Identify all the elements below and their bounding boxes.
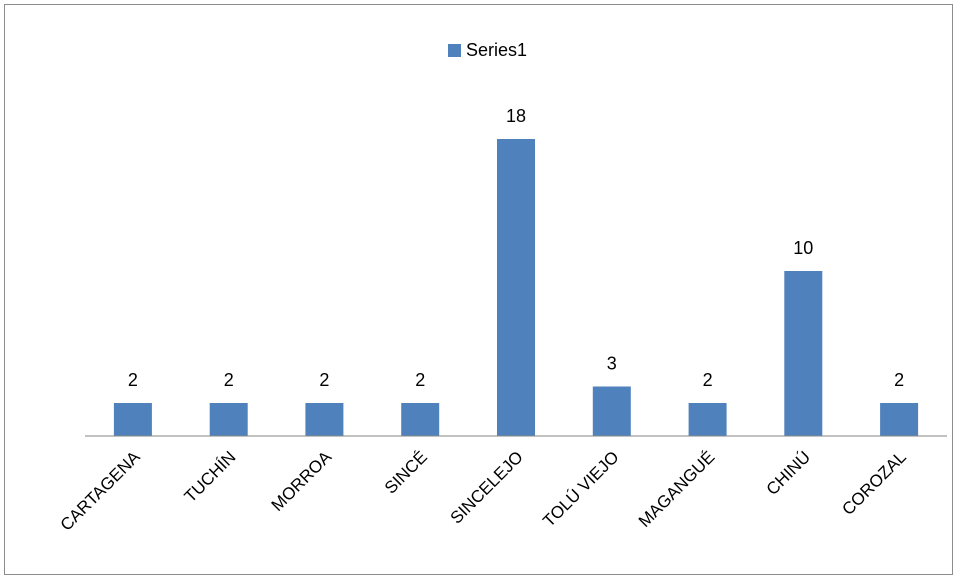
bar xyxy=(880,403,919,436)
bar xyxy=(401,403,440,436)
bar xyxy=(592,386,631,436)
data-label: 3 xyxy=(607,354,617,374)
category-label: TUCHÍN xyxy=(181,447,240,506)
category-label: MORROA xyxy=(268,447,336,515)
data-labels-group: 2 2 2 2 18 3 2 10 2 xyxy=(128,106,904,390)
category-label: CARTAGENA xyxy=(57,447,145,535)
category-label: MAGANGUÉ xyxy=(635,447,719,531)
data-label: 2 xyxy=(894,370,904,390)
data-label: 2 xyxy=(224,370,234,390)
category-label: SINCELEJO xyxy=(447,447,527,527)
bar xyxy=(784,271,823,436)
legend-swatch xyxy=(448,44,461,57)
data-label: 18 xyxy=(506,106,526,126)
category-label: TOLÚ VIEJO xyxy=(539,447,622,530)
data-label: 2 xyxy=(415,370,425,390)
category-label: CHINÚ xyxy=(763,447,815,499)
data-label: 2 xyxy=(128,370,138,390)
data-label: 2 xyxy=(703,370,713,390)
legend: Series1 xyxy=(448,40,527,60)
bars-group xyxy=(113,139,919,436)
chart-frame: Series1 2 2 2 2 18 3 2 10 2 CARTAGENA TUCHÍN MORRO… xyxy=(4,4,953,575)
bar xyxy=(305,403,344,436)
bar xyxy=(497,139,535,436)
data-label: 2 xyxy=(319,370,329,390)
category-label: COROZAL xyxy=(838,447,910,519)
category-labels-group: CARTAGENA TUCHÍN MORROA SINCÉ SINCELEJO TOLÚ … xyxy=(57,447,910,535)
bar-chart: Series1 2 2 2 2 18 3 2 10 2 CARTAGENA TUCHÍN MORRO… xyxy=(57,40,947,535)
bar xyxy=(113,403,152,436)
data-label: 10 xyxy=(793,238,813,258)
legend-label: Series1 xyxy=(466,40,527,60)
category-label: SINCÉ xyxy=(381,447,431,497)
bar xyxy=(209,403,248,436)
bar xyxy=(688,403,727,436)
